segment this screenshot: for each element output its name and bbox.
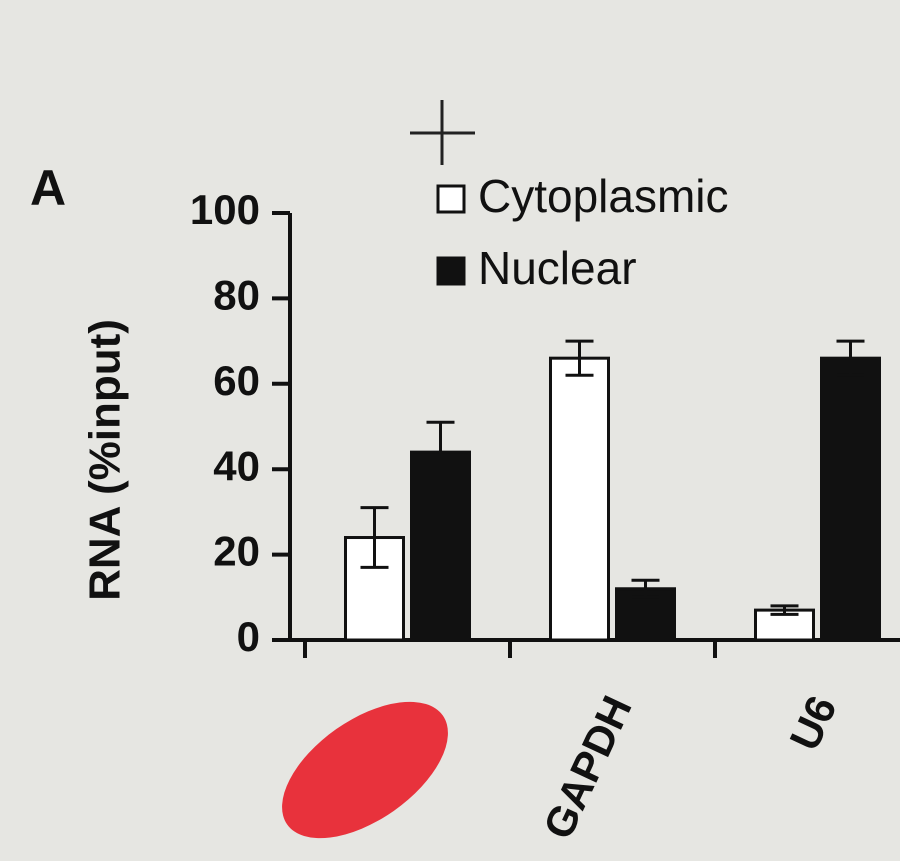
bar [549,356,610,642]
error-bar [631,578,660,599]
legend-swatch [436,256,466,286]
redaction [282,701,448,839]
legend-swatch [436,184,466,214]
error-bar [770,604,799,616]
crosshair [410,100,475,165]
legend-label: Nuclear [478,242,637,294]
panel-label: A [30,160,66,216]
bar [410,450,471,642]
y-tick-label: 0 [237,613,260,660]
error-bar [360,506,389,569]
y-axis-label: RNA (%input) [81,319,130,601]
y-tick-label: 60 [213,357,260,404]
y-tick-label: 40 [213,442,260,489]
bar [820,356,881,642]
y-tick-label: 100 [190,186,260,233]
y-tick-label: 80 [213,271,260,318]
error-bar [836,339,865,377]
y-tick-label: 20 [213,528,260,575]
legend-label: Cytoplasmic [478,170,729,222]
bar [344,536,405,642]
error-bar [565,339,594,377]
error-bar [426,420,455,484]
